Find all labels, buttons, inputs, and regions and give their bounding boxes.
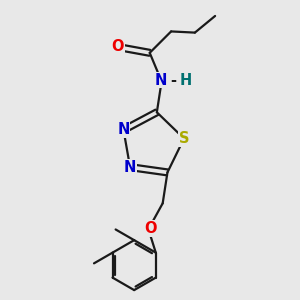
Text: H: H: [179, 73, 191, 88]
Text: S: S: [179, 131, 189, 146]
Text: N: N: [124, 160, 136, 175]
Text: -: -: [170, 73, 176, 88]
Text: N: N: [154, 73, 167, 88]
Text: O: O: [145, 221, 157, 236]
Text: O: O: [111, 39, 124, 54]
Text: N: N: [117, 122, 130, 137]
